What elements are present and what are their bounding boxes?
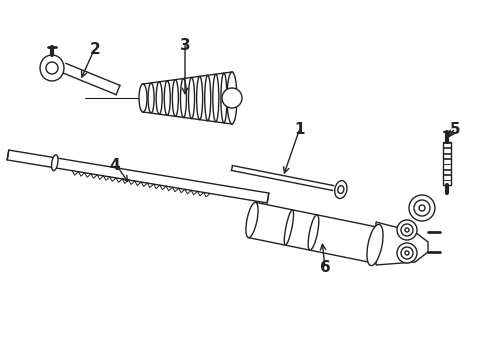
Ellipse shape — [139, 84, 147, 112]
Ellipse shape — [46, 62, 58, 74]
Ellipse shape — [405, 251, 409, 255]
Ellipse shape — [419, 205, 425, 211]
Bar — [443, 175, 451, 180]
Ellipse shape — [367, 224, 383, 266]
Ellipse shape — [148, 83, 154, 113]
Ellipse shape — [189, 77, 195, 118]
Ellipse shape — [246, 202, 258, 238]
Bar — [443, 180, 451, 185]
Ellipse shape — [409, 195, 435, 221]
Text: 1: 1 — [295, 122, 305, 138]
Ellipse shape — [140, 84, 146, 112]
Text: 4: 4 — [110, 158, 121, 172]
Ellipse shape — [40, 55, 64, 81]
Polygon shape — [62, 63, 120, 95]
Ellipse shape — [222, 88, 242, 108]
Ellipse shape — [180, 78, 187, 117]
Ellipse shape — [338, 186, 344, 194]
Bar — [443, 154, 451, 158]
Polygon shape — [7, 150, 269, 203]
Bar — [443, 148, 451, 153]
Ellipse shape — [401, 224, 413, 236]
Ellipse shape — [196, 76, 203, 120]
Bar — [443, 159, 451, 163]
Ellipse shape — [308, 215, 319, 250]
Ellipse shape — [335, 181, 347, 198]
Ellipse shape — [284, 210, 294, 245]
Ellipse shape — [227, 72, 237, 124]
Text: 3: 3 — [180, 37, 190, 53]
Bar — [443, 170, 451, 174]
Ellipse shape — [229, 72, 235, 124]
Ellipse shape — [213, 74, 219, 122]
Polygon shape — [376, 222, 428, 265]
Ellipse shape — [405, 228, 409, 232]
Text: 2: 2 — [90, 42, 100, 58]
Ellipse shape — [205, 75, 211, 121]
Bar — [443, 143, 451, 147]
Bar — [443, 142, 451, 185]
Ellipse shape — [164, 81, 170, 115]
Ellipse shape — [221, 73, 227, 123]
Text: 6: 6 — [319, 261, 330, 275]
Ellipse shape — [414, 200, 430, 216]
Ellipse shape — [401, 247, 413, 259]
Ellipse shape — [51, 155, 58, 171]
Ellipse shape — [172, 80, 178, 116]
Bar — [443, 164, 451, 169]
Polygon shape — [231, 166, 334, 190]
Ellipse shape — [397, 220, 417, 240]
Ellipse shape — [397, 243, 417, 263]
Ellipse shape — [156, 82, 162, 114]
Text: 5: 5 — [450, 122, 460, 138]
Polygon shape — [248, 202, 379, 263]
